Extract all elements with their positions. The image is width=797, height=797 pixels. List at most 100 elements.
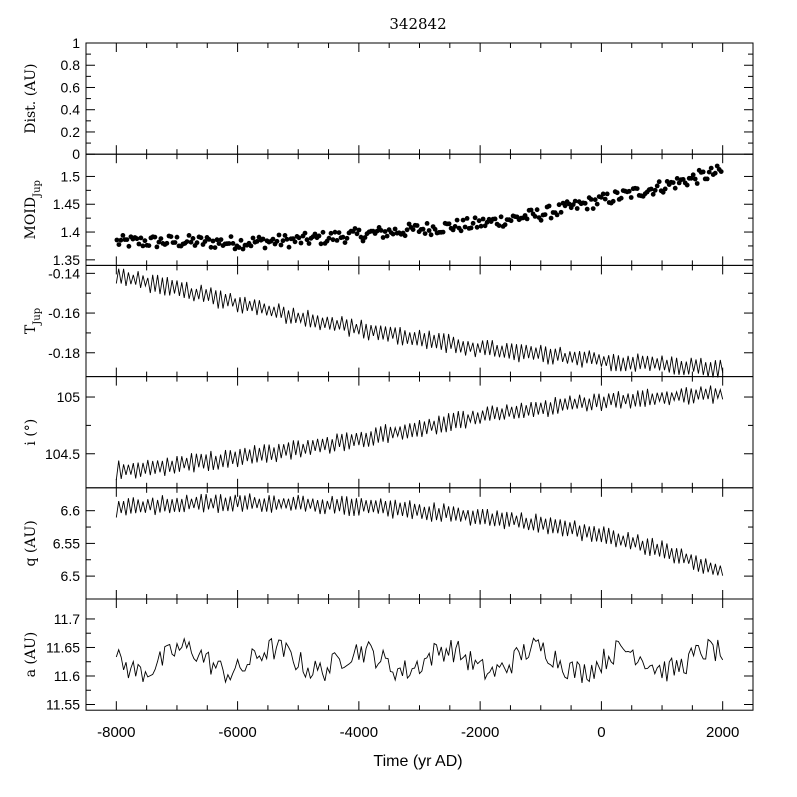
data-point bbox=[302, 230, 308, 236]
x-axis-label: Time (yr AD) bbox=[373, 753, 462, 770]
data-point bbox=[280, 238, 286, 244]
y-axis-label-main: T bbox=[23, 324, 39, 334]
series-line bbox=[115, 268, 724, 378]
data-point bbox=[138, 235, 144, 241]
data-point bbox=[240, 246, 246, 252]
data-point bbox=[230, 241, 236, 246]
data-point bbox=[528, 207, 534, 213]
data-point bbox=[634, 186, 640, 192]
y-axis-label-main: a (AU) bbox=[23, 632, 39, 678]
data-point bbox=[592, 197, 598, 203]
y-tick-label: 11.65 bbox=[46, 639, 80, 655]
data-point bbox=[570, 202, 576, 208]
y-tick-label: 104.5 bbox=[45, 446, 80, 462]
data-point bbox=[282, 233, 288, 238]
data-point bbox=[662, 186, 668, 192]
data-point bbox=[142, 238, 148, 244]
data-point bbox=[482, 223, 488, 229]
data-point bbox=[218, 237, 224, 243]
data-point bbox=[600, 191, 606, 197]
y-tick-label: 11.6 bbox=[54, 668, 80, 684]
data-point bbox=[124, 237, 130, 243]
data-point bbox=[584, 206, 590, 212]
panel-dist: 0 0.2 0.4 0.6 0.8 1 Dist. (AU) bbox=[23, 35, 754, 162]
data-point bbox=[524, 216, 530, 222]
data-point bbox=[352, 226, 358, 231]
data-point bbox=[360, 238, 366, 244]
data-point bbox=[332, 229, 338, 235]
data-point bbox=[174, 234, 180, 240]
data-point bbox=[614, 190, 620, 196]
y-tick-label: 1 bbox=[72, 35, 80, 51]
chart-title: 342842 bbox=[389, 15, 446, 33]
panel-moid: 1.35 1.4 1.45 1.5 MOIDJup bbox=[23, 153, 754, 268]
data-point bbox=[476, 218, 482, 224]
data-point bbox=[168, 234, 174, 240]
y-tick-label: 0.6 bbox=[61, 79, 81, 95]
data-point bbox=[116, 242, 122, 248]
data-point bbox=[470, 220, 476, 226]
data-point bbox=[422, 231, 428, 237]
data-point bbox=[402, 233, 408, 239]
data-point bbox=[604, 191, 610, 197]
y-tick-label: 0.8 bbox=[61, 57, 81, 73]
x-tick-label: -2000 bbox=[461, 724, 499, 741]
y-tick-label: 0.2 bbox=[61, 124, 81, 140]
data-point bbox=[118, 237, 124, 243]
data-point bbox=[254, 239, 260, 244]
data-point bbox=[326, 235, 332, 241]
data-point bbox=[210, 238, 216, 244]
y-axis-label-main: MOID bbox=[23, 197, 39, 240]
series-line bbox=[115, 637, 724, 684]
data-point bbox=[248, 243, 254, 249]
data-point bbox=[328, 230, 334, 236]
data-point bbox=[414, 223, 420, 228]
data-point bbox=[342, 240, 348, 246]
data-point bbox=[410, 227, 416, 233]
panel-stack: 0 0.2 0.4 0.6 0.8 1 Dist. (AU) 1.35 1.4 1.45 1.5 MO… bbox=[23, 35, 754, 741]
data-point bbox=[330, 237, 336, 243]
data-point bbox=[420, 226, 426, 232]
y-tick-label: 6.55 bbox=[53, 535, 80, 551]
data-point bbox=[228, 234, 234, 240]
y-tick-label: 0.4 bbox=[61, 102, 81, 118]
data-point bbox=[316, 233, 322, 239]
data-point bbox=[134, 236, 140, 242]
data-point bbox=[270, 236, 276, 242]
data-point bbox=[146, 243, 152, 249]
data-point bbox=[446, 221, 452, 227]
x-tick-label: -8000 bbox=[97, 724, 135, 741]
data-point bbox=[354, 231, 360, 237]
data-point bbox=[704, 176, 710, 182]
data-point bbox=[460, 217, 466, 223]
data-point bbox=[648, 186, 654, 192]
data-point bbox=[274, 238, 280, 244]
data-point bbox=[656, 179, 662, 185]
x-tick-label: 2000 bbox=[706, 724, 739, 741]
data-point bbox=[548, 215, 554, 221]
panel-a: 11.55 11.6 11.65 11.7 a (AU) -8000 -6000 -4000 -… bbox=[23, 598, 754, 741]
data-point bbox=[674, 176, 680, 181]
data-point bbox=[158, 236, 164, 242]
data-point bbox=[202, 239, 208, 244]
series-line bbox=[115, 385, 724, 481]
y-axis-label: TJup bbox=[23, 308, 43, 334]
data-point bbox=[374, 228, 380, 234]
data-point bbox=[304, 237, 310, 243]
data-point bbox=[238, 237, 244, 243]
data-point bbox=[574, 206, 580, 211]
panel-frame bbox=[85, 42, 754, 155]
y-axis-label: MOIDJup bbox=[23, 180, 43, 239]
data-point bbox=[680, 177, 686, 182]
data-point bbox=[474, 224, 480, 230]
data-point bbox=[184, 239, 190, 245]
data-point bbox=[464, 216, 470, 221]
y-tick-label: -0.18 bbox=[48, 345, 80, 361]
data-point bbox=[628, 195, 634, 200]
data-point bbox=[250, 235, 256, 241]
data-point bbox=[492, 216, 498, 222]
data-point bbox=[262, 245, 268, 251]
data-point bbox=[670, 180, 676, 186]
data-point bbox=[114, 237, 120, 243]
